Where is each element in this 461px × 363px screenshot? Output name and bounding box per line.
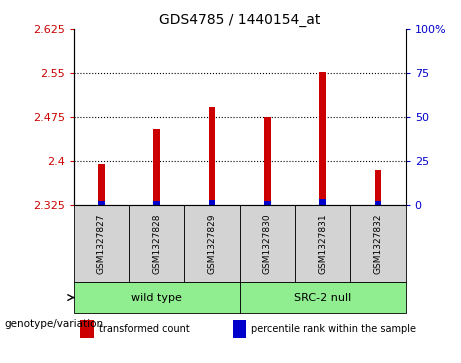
Text: GSM1327828: GSM1327828 [152, 213, 161, 274]
Bar [209, 200, 215, 205]
Text: transformed count: transformed count [99, 324, 189, 334]
Bar [209, 107, 215, 205]
Text: GSM1327827: GSM1327827 [97, 213, 106, 274]
Bar [375, 201, 381, 205]
Bar [350, 205, 406, 282]
Bar [264, 201, 271, 205]
Bar [295, 205, 350, 282]
Bar [74, 282, 240, 313]
Text: percentile rank within the sample: percentile rank within the sample [251, 324, 416, 334]
Bar [154, 129, 160, 205]
Bar [129, 205, 184, 282]
Bar [240, 282, 406, 313]
Text: GSM1327829: GSM1327829 [207, 213, 217, 274]
Text: SRC-2 null: SRC-2 null [294, 293, 351, 302]
Text: wild type: wild type [131, 293, 182, 302]
Bar [184, 205, 240, 282]
Bar [233, 320, 246, 338]
Title: GDS4785 / 1440154_at: GDS4785 / 1440154_at [159, 13, 320, 26]
Bar [264, 117, 271, 205]
Bar [319, 72, 326, 205]
Bar [80, 320, 94, 338]
Bar [375, 170, 381, 205]
Text: GSM1327830: GSM1327830 [263, 213, 272, 274]
Bar [98, 164, 105, 205]
Text: genotype/variation: genotype/variation [5, 319, 104, 329]
Bar [98, 201, 105, 205]
Text: GSM1327832: GSM1327832 [373, 213, 383, 274]
Bar [154, 201, 160, 205]
Bar [74, 205, 129, 282]
Text: GSM1327831: GSM1327831 [318, 213, 327, 274]
Bar [240, 205, 295, 282]
Bar [319, 199, 326, 205]
